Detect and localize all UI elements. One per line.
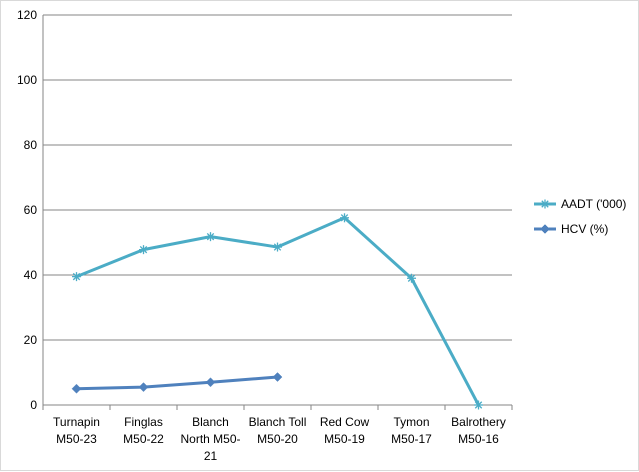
legend-marker-hcv [540, 224, 550, 234]
data-point-aadt [340, 213, 349, 223]
y-tick-label: 40 [24, 268, 38, 282]
x-tick-label: Red Cow M50-19 [320, 415, 370, 446]
x-tick-label: Blanch North M50-21 [180, 415, 240, 463]
data-point-hcv [138, 382, 149, 392]
data-point-aadt [407, 273, 416, 283]
data-point-aadt [206, 232, 215, 242]
x-tick-label: Tymon M50-17 [391, 415, 432, 446]
x-tick-label: Blanch Toll M50-20 [249, 415, 307, 446]
series-line-hcv [75, 375, 279, 391]
data-point-hcv [71, 383, 82, 394]
x-tick-label: Turnapin M50-23 [53, 415, 100, 446]
x-tick-label: Balrothery M50-16 [451, 415, 506, 446]
data-point-aadt [273, 242, 282, 252]
y-tick-label: 20 [24, 333, 38, 347]
legend-label-aadt: AADT ('000) [561, 197, 626, 211]
data-point-hcv [272, 372, 283, 382]
y-tick-label: 0 [30, 398, 37, 412]
x-tick-label: Finglas M50-22 [123, 415, 164, 446]
legend-marker-aadt [540, 199, 550, 209]
y-tick-label: 100 [17, 73, 37, 87]
legend-label-hcv: HCV (%) [561, 222, 608, 236]
y-tick-label: 120 [17, 8, 37, 22]
y-tick-label: 60 [24, 203, 38, 217]
data-point-hcv [205, 377, 216, 388]
data-point-aadt [72, 272, 81, 282]
data-point-aadt [474, 400, 483, 410]
y-tick-label: 80 [24, 138, 38, 152]
data-point-aadt [139, 245, 148, 255]
